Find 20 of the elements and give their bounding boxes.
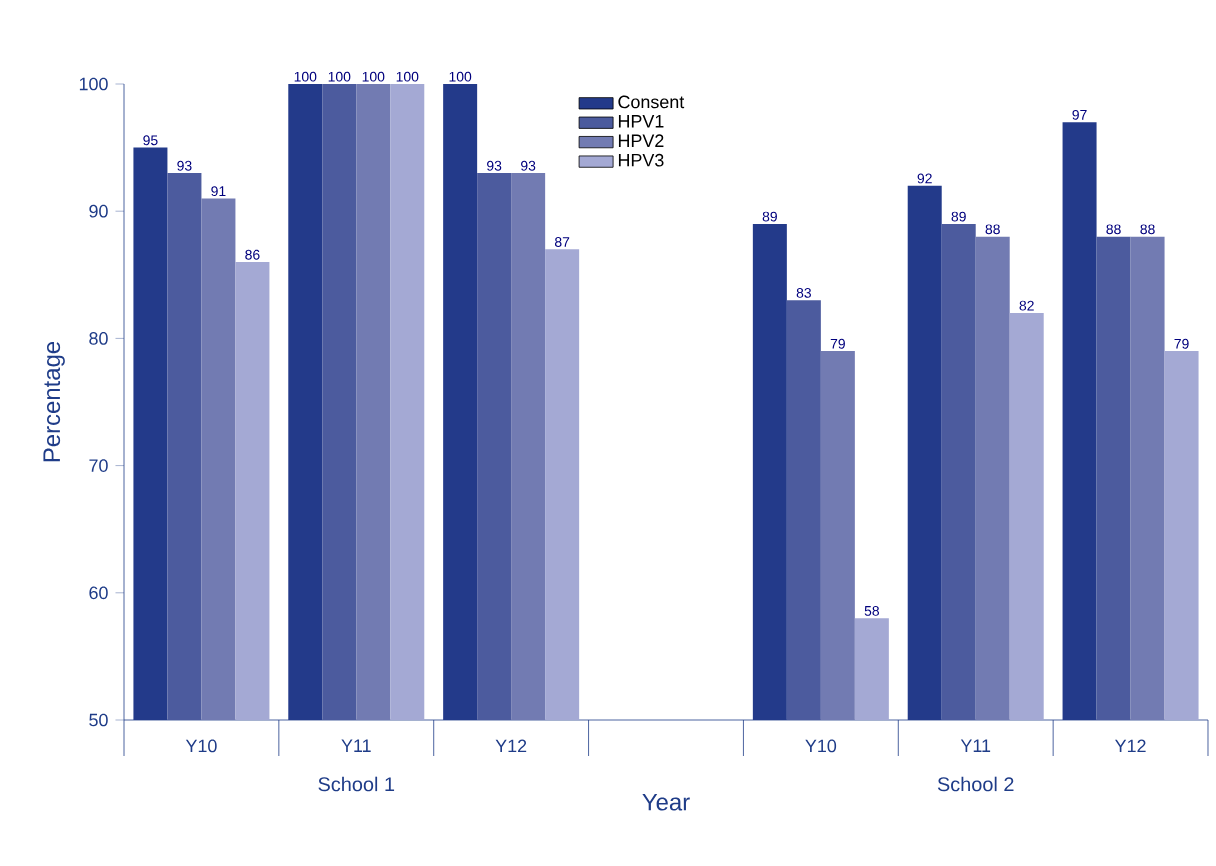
x-tick-label: Y11 — [341, 739, 371, 752]
y-tick-label: 80 — [89, 332, 108, 345]
text: School 2 — [937, 776, 1014, 792]
legend-label: HPV2 — [618, 134, 664, 147]
y-axis-title: Percentage — [43, 341, 65, 462]
legend-label: HPV1 — [618, 115, 664, 128]
x-axis-title: Year — [642, 793, 690, 811]
legend-label: Consent — [618, 95, 685, 109]
y-tick-label: 60 — [89, 586, 108, 600]
text: School 1 — [318, 776, 395, 792]
y-tick-label: 50 — [89, 713, 108, 727]
x-tick-label: Y11 — [960, 739, 991, 752]
x-tick-label: Y12 — [1115, 739, 1146, 753]
y-tick-label: 100 — [79, 77, 108, 91]
legend-label: HPV3 — [618, 153, 664, 167]
x-tick-label: Y10 — [805, 739, 837, 753]
x-tick-label: Y12 — [495, 739, 527, 753]
y-tick-label: 70 — [89, 459, 108, 472]
y-tick-label: 90 — [89, 204, 108, 218]
x-tick-label: Y10 — [185, 739, 217, 753]
